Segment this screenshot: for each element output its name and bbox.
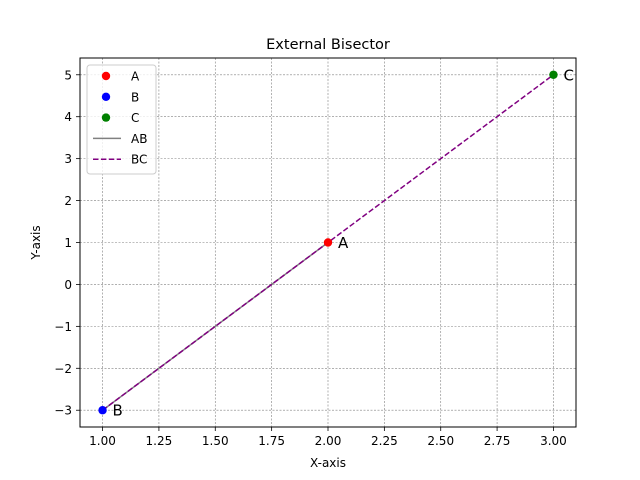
x-axis-label: X-axis <box>310 456 346 470</box>
point-c-marker <box>549 70 558 79</box>
points-layer: ABC <box>98 66 574 420</box>
legend-label-bc: BC <box>131 153 147 167</box>
x-tick-label: 2.50 <box>427 434 454 448</box>
chart-title: External Bisector <box>266 37 390 53</box>
point-a-label: A <box>338 234 349 252</box>
x-tick-label: 1.00 <box>89 434 116 448</box>
y-axis-label: Y-axis <box>29 225 43 260</box>
y-tick-label: 5 <box>64 68 72 82</box>
legend-marker-c <box>101 113 111 122</box>
legend-label-c: C <box>131 111 139 125</box>
y-tick-label: −1 <box>54 320 72 334</box>
x-tick-label: 1.25 <box>146 434 173 448</box>
legend-marker-a <box>101 71 111 81</box>
legend-label-ab: AB <box>131 132 147 146</box>
legend-frame <box>86 64 157 175</box>
x-tick-label: 2.00 <box>315 434 342 448</box>
x-tick-label: 1.50 <box>202 434 229 448</box>
y-tick-label: 1 <box>64 236 72 250</box>
x-tick-label: 2.75 <box>484 434 511 448</box>
y-tick-label: 4 <box>64 110 72 124</box>
y-tick-label: 0 <box>64 278 72 292</box>
legend-label-b: B <box>131 90 139 104</box>
legend-label-a: A <box>131 70 140 84</box>
legend-marker-b <box>101 92 111 102</box>
point-b-label: B <box>113 402 123 420</box>
y-tick-label: −2 <box>54 362 72 376</box>
point-a-marker <box>323 238 333 247</box>
x-tick-label: 2.25 <box>371 434 398 448</box>
x-tick-label: 1.75 <box>258 434 285 448</box>
x-ticks: 1.00 1.25 1.50 1.75 2.00 2.25 2.50 2.75 3.00 <box>89 427 567 448</box>
point-c-label: C <box>563 66 573 84</box>
y-tick-label: 3 <box>64 152 72 166</box>
y-tick-label: 2 <box>64 194 72 208</box>
point-b-marker <box>98 406 107 415</box>
x-tick-label: 3.00 <box>540 434 567 448</box>
y-tick-label: −3 <box>54 404 72 418</box>
y-ticks: −3 −2 −1 0 1 2 3 4 5 <box>54 68 80 418</box>
